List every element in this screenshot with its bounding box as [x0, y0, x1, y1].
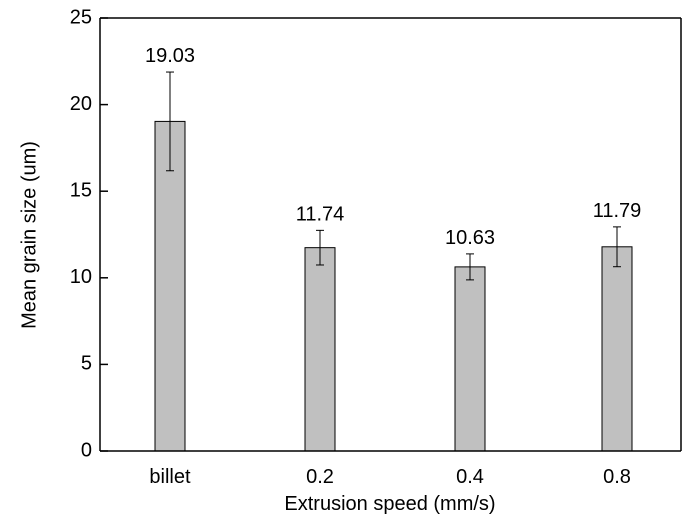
- y-tick-label: 25: [70, 6, 92, 28]
- error-bar: [466, 253, 474, 281]
- data-label: 10.63: [445, 227, 495, 249]
- y-tick-label: 10: [70, 266, 92, 288]
- data-label: 19.03: [145, 45, 195, 67]
- x-tick-label: billet: [149, 466, 191, 488]
- x-tick-label: 0.8: [603, 466, 631, 488]
- x-tick-label: 0.4: [456, 466, 484, 488]
- error-bar: [613, 226, 621, 268]
- bar: [454, 266, 486, 452]
- error-bar: [166, 71, 174, 172]
- data-label: 11.79: [593, 200, 642, 222]
- y-tick-label: 5: [81, 353, 92, 375]
- y-tick-label: 15: [70, 179, 92, 201]
- bar: [601, 246, 633, 452]
- data-label: 11.74: [296, 203, 345, 225]
- error-bar: [316, 229, 324, 266]
- y-tick-label: 0: [81, 439, 92, 461]
- x-tick-label: 0.2: [306, 466, 334, 488]
- y-tick-label: 20: [70, 93, 92, 115]
- x-axis-label: Extrusion speed (mm/s): [284, 493, 495, 515]
- bar: [304, 247, 336, 452]
- y-axis-label: Mean grain size (um): [18, 141, 40, 329]
